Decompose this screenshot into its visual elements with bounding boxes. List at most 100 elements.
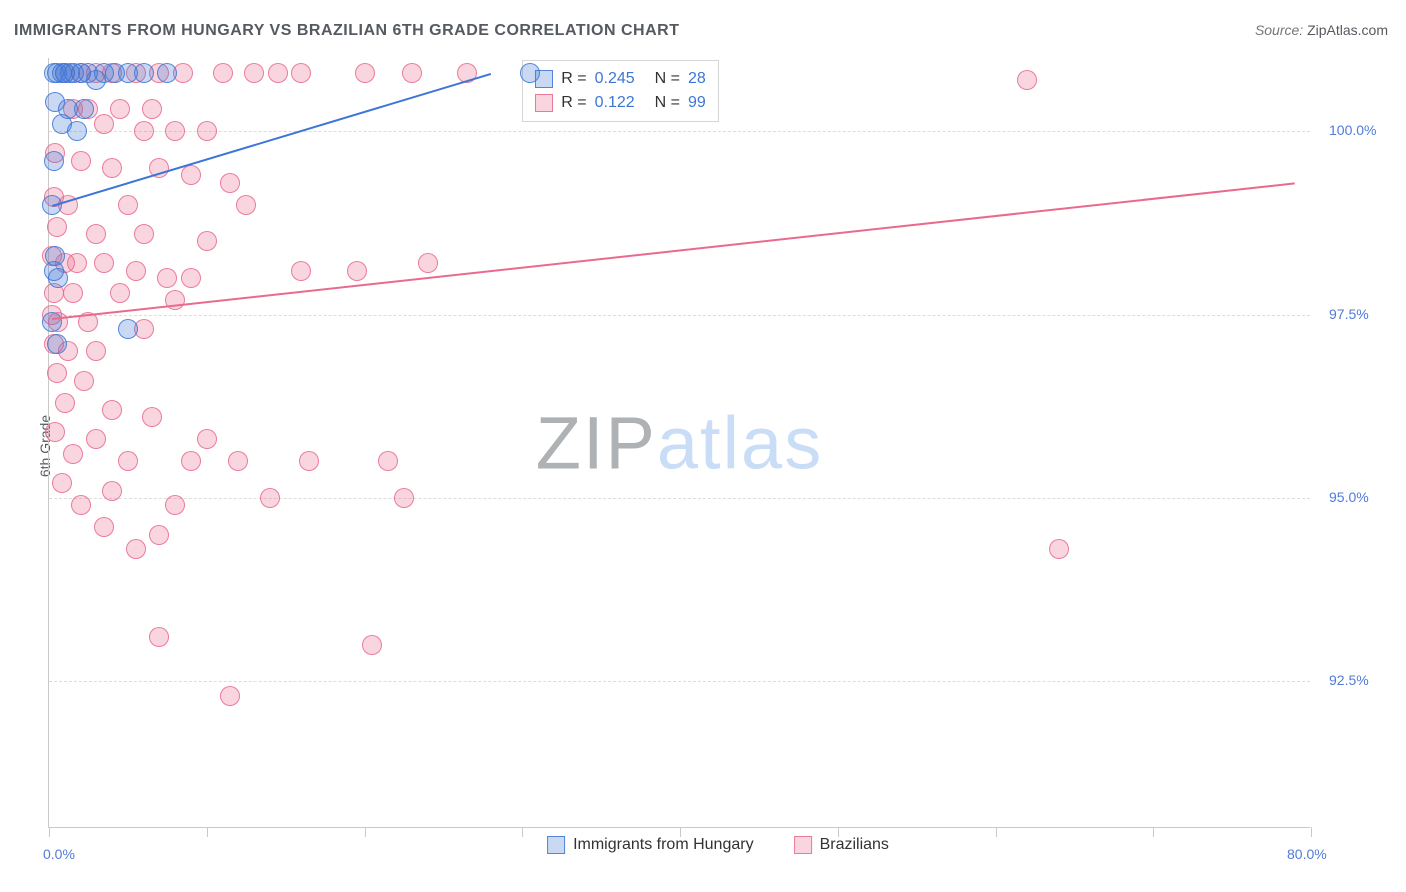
y-tick-label: 95.0% (1329, 489, 1369, 505)
chart-container: IMMIGRANTS FROM HUNGARY VS BRAZILIAN 6TH… (0, 0, 1406, 892)
data-point (86, 429, 106, 449)
data-point (118, 195, 138, 215)
data-point (63, 444, 83, 464)
data-point (67, 121, 87, 141)
data-point (220, 686, 240, 706)
data-point (48, 268, 68, 288)
data-point (74, 99, 94, 119)
data-point (520, 63, 540, 83)
legend-swatch-hungary (547, 836, 565, 854)
data-point (291, 63, 311, 83)
data-point (45, 422, 65, 442)
legend-label-hungary: Immigrants from Hungary (573, 836, 754, 854)
data-point (55, 393, 75, 413)
x-tick (365, 827, 366, 837)
data-point (134, 63, 154, 83)
data-point (244, 63, 264, 83)
data-point (74, 371, 94, 391)
plot-wrap: ZIPatlas R =0.245N =28R =0.122N =99 92.5… (48, 58, 1388, 828)
data-point (220, 173, 240, 193)
data-point (42, 312, 62, 332)
data-point (63, 283, 83, 303)
data-point (157, 63, 177, 83)
data-point (102, 400, 122, 420)
data-point (1017, 70, 1037, 90)
data-point (149, 525, 169, 545)
data-point (394, 488, 414, 508)
watermark-part2: atlas (657, 401, 823, 484)
legend-R-label: R = (561, 70, 586, 88)
gridline-h (49, 498, 1310, 499)
data-point (228, 451, 248, 471)
x-tick (522, 827, 523, 837)
chart-title: IMMIGRANTS FROM HUNGARY VS BRAZILIAN 6TH… (14, 22, 679, 40)
x-tick (207, 827, 208, 837)
x-tick (996, 827, 997, 837)
data-point (181, 268, 201, 288)
data-point (355, 63, 375, 83)
data-point (47, 334, 67, 354)
legend-swatch (535, 94, 553, 112)
source-value: ZipAtlas.com (1307, 22, 1388, 38)
data-point (347, 261, 367, 281)
data-point (197, 429, 217, 449)
data-point (197, 231, 217, 251)
data-point (236, 195, 256, 215)
data-point (142, 407, 162, 427)
legend-R-label: R = (561, 94, 586, 112)
data-point (260, 488, 280, 508)
data-point (71, 151, 91, 171)
data-point (268, 63, 288, 83)
data-point (299, 451, 319, 471)
legend-item-brazilians: Brazilians (794, 836, 889, 854)
data-point (378, 451, 398, 471)
x-tick (1153, 827, 1154, 837)
legend-N-label: N = (655, 70, 680, 88)
legend-N-value: 28 (688, 70, 706, 88)
data-point (418, 253, 438, 273)
data-point (47, 217, 67, 237)
data-point (67, 253, 87, 273)
data-point (134, 121, 154, 141)
data-point (402, 63, 422, 83)
legend-R-value: 0.122 (595, 94, 647, 112)
data-point (47, 363, 67, 383)
data-point (110, 283, 130, 303)
data-point (118, 451, 138, 471)
data-point (165, 495, 185, 515)
data-point (52, 473, 72, 493)
data-point (134, 224, 154, 244)
x-tick-label: 0.0% (43, 846, 75, 862)
legend-row: R =0.245N =28 (535, 67, 705, 91)
data-point (362, 635, 382, 655)
legend-row: R =0.122N =99 (535, 91, 705, 115)
data-point (126, 539, 146, 559)
regression-line (52, 73, 491, 207)
x-tick-label: 80.0% (1287, 846, 1327, 862)
data-point (44, 151, 64, 171)
legend-swatch-brazilians (794, 836, 812, 854)
gridline-h (49, 131, 1310, 132)
data-point (149, 627, 169, 647)
data-point (291, 261, 311, 281)
data-point (94, 253, 114, 273)
y-tick-label: 100.0% (1329, 122, 1376, 138)
y-tick-label: 97.5% (1329, 306, 1369, 322)
data-point (142, 99, 162, 119)
data-point (157, 268, 177, 288)
source-label: Source: (1255, 22, 1303, 38)
data-point (165, 121, 185, 141)
legend-correlation-box: R =0.245N =28R =0.122N =99 (522, 60, 718, 122)
watermark-part1: ZIP (536, 401, 657, 484)
data-point (181, 165, 201, 185)
data-point (1049, 539, 1069, 559)
data-point (181, 451, 201, 471)
data-point (94, 517, 114, 537)
legend-item-hungary: Immigrants from Hungary (547, 836, 754, 854)
legend-N-value: 99 (688, 94, 706, 112)
data-point (94, 114, 114, 134)
data-point (71, 495, 91, 515)
data-point (126, 261, 146, 281)
source-attribution: Source: ZipAtlas.com (1255, 22, 1388, 38)
data-point (86, 224, 106, 244)
